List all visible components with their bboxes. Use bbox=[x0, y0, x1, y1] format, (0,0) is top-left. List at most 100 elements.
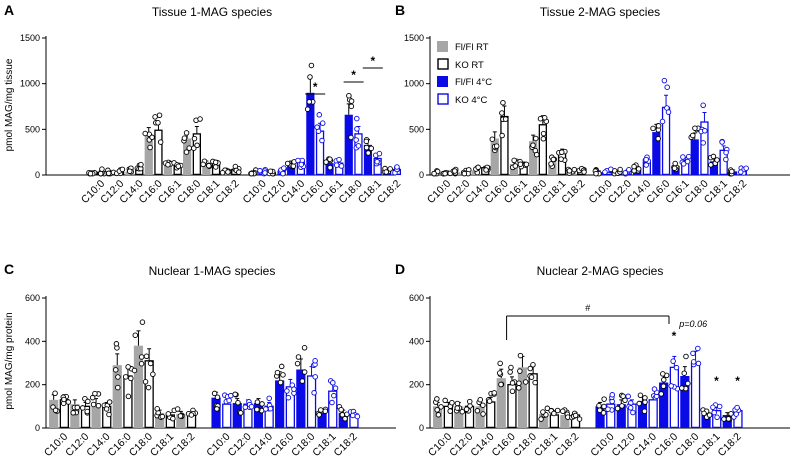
legend-label-flfl-rt: Fl/Fl RT bbox=[455, 42, 489, 53]
data-point bbox=[442, 170, 448, 177]
data-point bbox=[301, 369, 308, 375]
panel-title-a: Tissue 1-MAG species bbox=[152, 5, 272, 19]
data-point bbox=[322, 408, 329, 414]
data-point bbox=[537, 115, 544, 122]
data-point bbox=[593, 170, 599, 177]
data-point bbox=[92, 390, 98, 397]
data-point bbox=[183, 130, 190, 136]
y-axis-label-bottom: pmol MAG/mg protein bbox=[4, 312, 15, 409]
data-point bbox=[248, 170, 255, 177]
data-point bbox=[188, 412, 195, 418]
data-point bbox=[290, 163, 297, 169]
data-point bbox=[304, 106, 311, 112]
data-point bbox=[225, 169, 231, 175]
bar bbox=[659, 382, 669, 428]
bar bbox=[616, 404, 626, 428]
data-point bbox=[509, 380, 516, 386]
bar bbox=[144, 360, 154, 429]
bar bbox=[155, 412, 165, 428]
data-point bbox=[128, 375, 134, 382]
data-point bbox=[226, 397, 232, 404]
data-point bbox=[527, 365, 533, 372]
data-point bbox=[509, 388, 516, 395]
data-point bbox=[559, 149, 565, 156]
data-point bbox=[314, 124, 320, 130]
data-point bbox=[106, 399, 113, 405]
data-point bbox=[214, 406, 220, 412]
data-point bbox=[394, 164, 400, 170]
data-point bbox=[387, 166, 393, 172]
data-point bbox=[719, 139, 725, 145]
bar bbox=[317, 412, 327, 428]
bar bbox=[517, 367, 528, 428]
data-point bbox=[511, 157, 517, 164]
data-point bbox=[463, 406, 470, 412]
bar bbox=[652, 132, 661, 175]
bar bbox=[661, 106, 671, 176]
data-point bbox=[499, 132, 505, 139]
data-point bbox=[668, 383, 674, 389]
data-point bbox=[540, 136, 547, 142]
bar bbox=[690, 362, 701, 429]
data-point bbox=[291, 386, 297, 392]
y-tick-label: 0 bbox=[35, 170, 40, 180]
bar bbox=[701, 415, 711, 428]
data-point bbox=[138, 354, 145, 360]
bar bbox=[91, 403, 101, 428]
data-point bbox=[115, 374, 121, 380]
data-point bbox=[278, 363, 285, 370]
data-point bbox=[572, 412, 579, 419]
data-point bbox=[600, 410, 607, 416]
y-tick-label: 400 bbox=[409, 336, 424, 346]
data-point bbox=[661, 77, 668, 84]
bar bbox=[454, 406, 464, 428]
data-point bbox=[571, 166, 578, 173]
data-point bbox=[316, 112, 323, 118]
data-point bbox=[165, 411, 172, 417]
data-point bbox=[316, 412, 322, 418]
data-point bbox=[625, 393, 631, 400]
data-point bbox=[500, 99, 506, 106]
data-point bbox=[355, 143, 362, 149]
data-point bbox=[540, 130, 547, 137]
data-point bbox=[686, 153, 692, 160]
data-point bbox=[257, 167, 263, 174]
data-point bbox=[156, 112, 163, 118]
data-point bbox=[354, 115, 360, 122]
data-point bbox=[219, 170, 226, 176]
data-point bbox=[363, 144, 370, 151]
data-point bbox=[170, 415, 176, 422]
data-point bbox=[79, 405, 86, 411]
data-point bbox=[295, 157, 301, 164]
data-point bbox=[112, 367, 119, 373]
data-point bbox=[502, 116, 509, 122]
data-point bbox=[609, 392, 616, 398]
data-point bbox=[342, 415, 348, 422]
bar bbox=[500, 115, 509, 176]
data-point bbox=[643, 156, 649, 163]
y-tick-label: 200 bbox=[409, 380, 424, 390]
y-tick-label: 0 bbox=[35, 423, 40, 433]
data-point bbox=[497, 360, 503, 367]
data-point bbox=[631, 163, 637, 170]
data-point bbox=[725, 416, 732, 422]
data-point bbox=[194, 142, 200, 149]
data-point bbox=[323, 159, 329, 165]
data-point bbox=[365, 150, 372, 156]
panel-letter-c: C bbox=[4, 261, 14, 277]
data-point bbox=[84, 408, 90, 415]
data-point bbox=[329, 399, 335, 406]
data-point bbox=[695, 345, 701, 352]
data-point bbox=[113, 341, 120, 347]
legend-label-flfl-cold: Fl/Fl 4°C bbox=[455, 77, 492, 88]
bar bbox=[144, 134, 153, 175]
legend-label-ko-rt: KO RT bbox=[455, 60, 484, 71]
panel-letter-a: A bbox=[4, 2, 14, 18]
data-point bbox=[280, 170, 286, 177]
data-point bbox=[544, 405, 551, 412]
data-point bbox=[143, 353, 150, 360]
data-point bbox=[684, 158, 691, 165]
data-point bbox=[438, 404, 444, 410]
data-point bbox=[523, 161, 530, 168]
data-point bbox=[52, 390, 58, 397]
